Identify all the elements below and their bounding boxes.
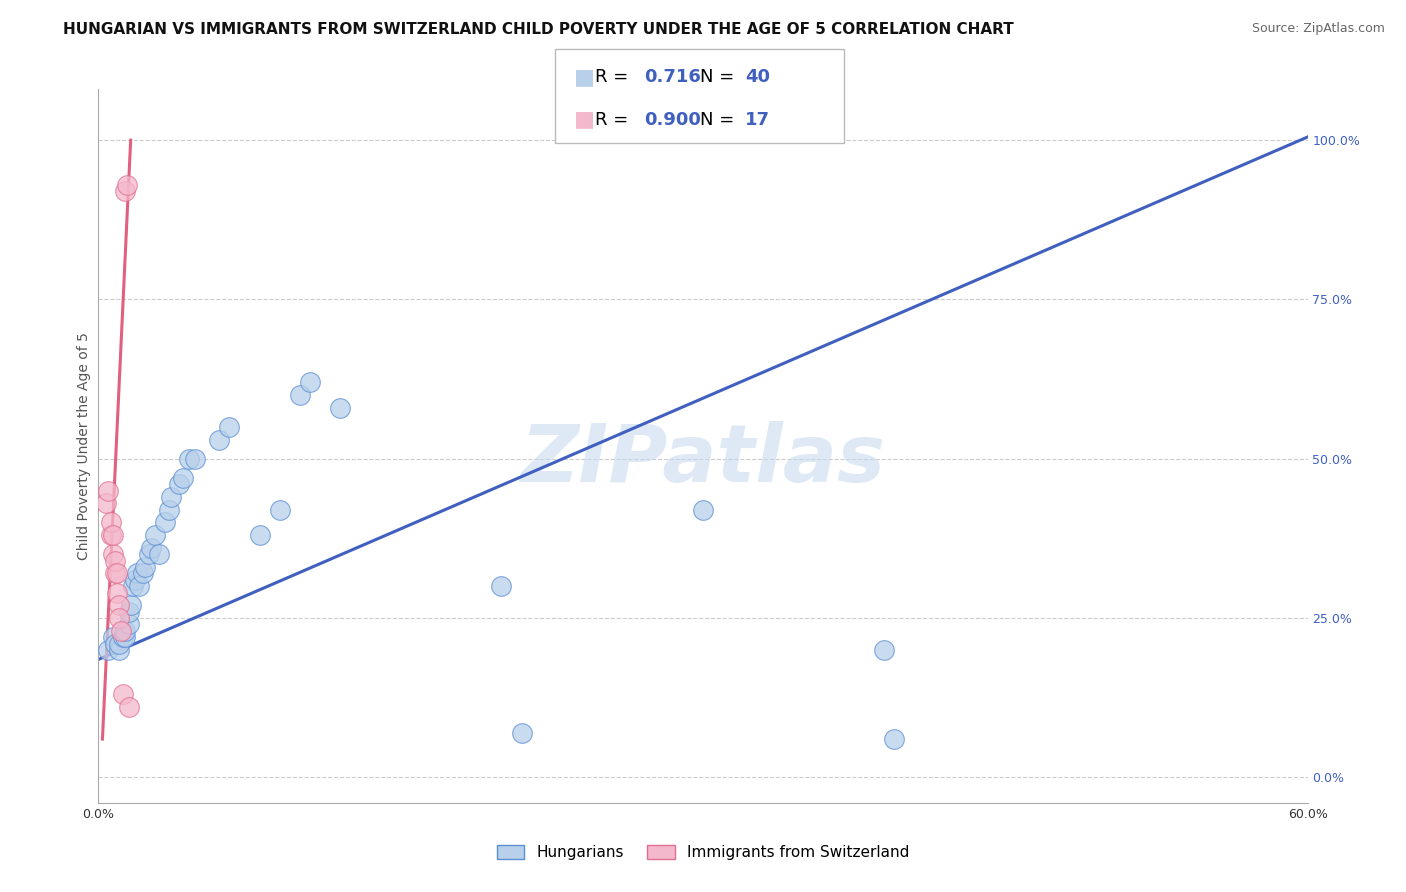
Point xyxy=(100,528,122,542)
Point xyxy=(249,528,271,542)
Point xyxy=(103,566,125,581)
Point xyxy=(167,477,190,491)
Point xyxy=(107,599,129,613)
Text: 17: 17 xyxy=(745,111,770,128)
Point xyxy=(103,554,125,568)
Text: 0.716: 0.716 xyxy=(644,69,700,87)
Point xyxy=(105,585,128,599)
Point xyxy=(118,617,141,632)
Point xyxy=(160,490,183,504)
Point xyxy=(101,528,124,542)
Point xyxy=(107,611,129,625)
Point xyxy=(692,502,714,516)
Point xyxy=(125,566,148,581)
Text: N =: N = xyxy=(700,111,734,128)
Text: ■: ■ xyxy=(574,67,595,87)
Point xyxy=(107,636,129,650)
Point xyxy=(208,433,231,447)
Point xyxy=(114,624,136,638)
Point xyxy=(118,605,141,619)
Point xyxy=(111,688,134,702)
Point xyxy=(134,560,156,574)
Point xyxy=(118,700,141,714)
Point xyxy=(111,630,134,644)
Text: R =: R = xyxy=(595,111,634,128)
Point xyxy=(510,725,533,739)
Text: 0.900: 0.900 xyxy=(644,111,700,128)
Text: ZIPatlas: ZIPatlas xyxy=(520,421,886,500)
Text: ■: ■ xyxy=(574,110,595,129)
Point xyxy=(148,547,170,561)
Point xyxy=(179,451,201,466)
Point xyxy=(873,643,896,657)
Point xyxy=(115,178,138,192)
Point xyxy=(100,516,122,530)
Point xyxy=(124,573,146,587)
Point xyxy=(110,624,132,638)
Text: R =: R = xyxy=(595,69,634,87)
Point xyxy=(103,636,125,650)
Point xyxy=(157,502,180,516)
Text: HUNGARIAN VS IMMIGRANTS FROM SWITZERLAND CHILD POVERTY UNDER THE AGE OF 5 CORREL: HUNGARIAN VS IMMIGRANTS FROM SWITZERLAND… xyxy=(63,22,1014,37)
Point xyxy=(114,630,136,644)
Point xyxy=(491,579,513,593)
Point xyxy=(138,547,160,561)
Point xyxy=(114,184,136,198)
Point xyxy=(184,451,207,466)
Point xyxy=(153,516,176,530)
Y-axis label: Child Poverty Under the Age of 5: Child Poverty Under the Age of 5 xyxy=(77,332,91,560)
Point xyxy=(121,579,143,593)
Point xyxy=(101,547,124,561)
Legend: Hungarians, Immigrants from Switzerland: Hungarians, Immigrants from Switzerland xyxy=(491,839,915,866)
Point xyxy=(105,566,128,581)
Text: N =: N = xyxy=(700,69,734,87)
Point xyxy=(288,388,311,402)
Point xyxy=(96,496,118,510)
Point xyxy=(107,643,129,657)
Point xyxy=(269,502,291,516)
Point xyxy=(120,599,142,613)
Text: Source: ZipAtlas.com: Source: ZipAtlas.com xyxy=(1251,22,1385,36)
Text: 40: 40 xyxy=(745,69,770,87)
Point xyxy=(883,732,905,747)
Point xyxy=(299,376,322,390)
Point xyxy=(97,483,120,498)
Point xyxy=(97,643,120,657)
Point xyxy=(139,541,162,555)
Point xyxy=(128,579,150,593)
Point xyxy=(172,471,194,485)
Point xyxy=(329,401,352,415)
Point xyxy=(218,420,240,434)
Point xyxy=(101,630,124,644)
Point xyxy=(143,528,166,542)
Point xyxy=(132,566,155,581)
